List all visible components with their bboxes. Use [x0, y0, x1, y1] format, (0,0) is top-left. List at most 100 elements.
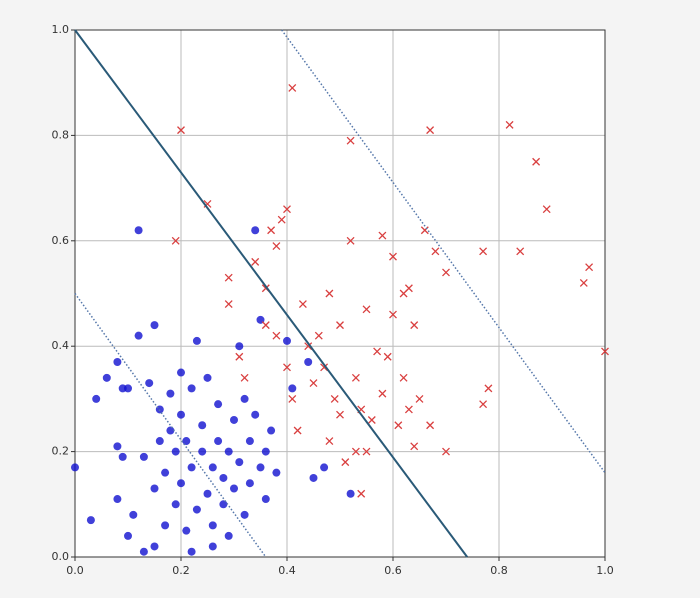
point — [516, 247, 525, 256]
point — [139, 452, 148, 461]
point — [150, 321, 159, 330]
point — [261, 495, 270, 504]
point — [351, 373, 360, 382]
point — [346, 489, 355, 498]
point — [240, 510, 249, 519]
point — [203, 489, 212, 498]
point — [224, 447, 233, 456]
point — [86, 516, 95, 525]
point — [124, 531, 132, 540]
point — [251, 226, 260, 235]
x-tick-label: 0.4 — [278, 564, 296, 577]
point — [272, 242, 281, 251]
point — [298, 300, 307, 308]
point — [182, 526, 191, 535]
point — [479, 400, 488, 409]
point — [362, 447, 371, 456]
point — [219, 473, 228, 482]
y-tick-label: 0.2 — [52, 445, 70, 458]
point — [272, 331, 281, 340]
point — [245, 437, 254, 446]
point — [288, 394, 297, 403]
point — [330, 394, 339, 403]
point — [288, 84, 297, 92]
point — [542, 205, 551, 214]
point — [102, 373, 111, 382]
point — [314, 331, 323, 340]
point — [505, 120, 514, 129]
point — [208, 463, 217, 472]
point — [383, 352, 392, 361]
y-tick-label: 1.0 — [52, 23, 70, 36]
point — [92, 394, 101, 403]
point — [389, 252, 397, 261]
point — [256, 463, 265, 472]
point — [124, 384, 132, 393]
point — [341, 458, 350, 467]
point — [192, 336, 201, 345]
boundary-line — [74, 29, 469, 558]
point — [585, 263, 594, 272]
point — [267, 426, 276, 435]
point — [150, 484, 159, 493]
point — [532, 157, 541, 166]
point — [404, 284, 413, 293]
point — [214, 437, 223, 446]
point — [442, 447, 450, 456]
point — [182, 437, 191, 446]
point — [208, 521, 217, 530]
point — [150, 542, 159, 551]
point — [129, 510, 138, 519]
point — [251, 257, 260, 266]
point — [288, 384, 297, 393]
boundary-line — [281, 29, 606, 474]
point — [404, 405, 413, 414]
point — [203, 373, 212, 382]
point — [171, 500, 180, 509]
point — [240, 394, 249, 403]
point — [113, 358, 122, 367]
point — [426, 421, 435, 430]
x-tick-label: 1.0 — [596, 564, 614, 577]
point — [187, 463, 196, 472]
point — [145, 379, 154, 388]
point — [161, 468, 170, 477]
point — [304, 342, 313, 351]
point — [426, 126, 435, 135]
point — [161, 521, 170, 530]
point — [362, 305, 371, 314]
point — [187, 547, 196, 556]
point — [134, 331, 143, 340]
point — [351, 447, 360, 456]
point — [230, 415, 238, 424]
point — [177, 479, 185, 488]
point — [325, 437, 334, 446]
point — [171, 447, 180, 456]
point — [378, 231, 387, 240]
point — [399, 373, 408, 382]
point — [224, 531, 233, 540]
point — [389, 310, 397, 319]
point — [177, 368, 185, 377]
point — [415, 394, 424, 403]
point — [320, 363, 329, 372]
x-tick-label: 0.0 — [66, 564, 84, 577]
point — [166, 389, 175, 398]
point — [235, 352, 244, 361]
point — [177, 410, 185, 419]
point — [378, 389, 387, 398]
point — [261, 447, 270, 456]
point — [309, 473, 318, 482]
point — [166, 426, 175, 435]
point — [579, 279, 588, 287]
point — [224, 273, 233, 282]
point — [293, 426, 302, 435]
point — [479, 247, 488, 256]
y-tick-label: 0.8 — [52, 128, 70, 141]
point — [431, 247, 440, 256]
point — [208, 542, 217, 551]
point — [245, 479, 254, 488]
point — [139, 547, 148, 556]
point — [267, 226, 276, 235]
